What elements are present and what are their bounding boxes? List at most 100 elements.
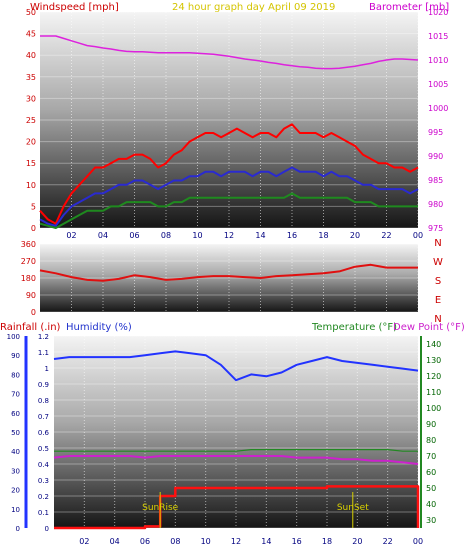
- y-tick-label: 180: [21, 274, 36, 283]
- series-line: [39, 166, 419, 227]
- humidity-axis-title: Humidity (%): [66, 322, 132, 333]
- rainfall-axis-title: Rainfall (.in): [0, 322, 61, 333]
- wind-panel-series: [39, 35, 419, 229]
- wind-panel-grid: [40, 11, 419, 229]
- x-tick-label: 12: [224, 231, 234, 240]
- series-line: [54, 485, 420, 530]
- humidity-tick-label: 50: [11, 429, 20, 437]
- humidity-tick-label: 0: [16, 525, 20, 533]
- y2-tick-label: 1010: [428, 56, 448, 65]
- x-tick-label: 04: [98, 231, 108, 240]
- temp-tick-label: 110: [426, 388, 441, 397]
- y-tick-label: 30: [26, 94, 36, 103]
- humidity-tick-label: 40: [11, 448, 20, 456]
- climate-panel-series: SunRise SunSet: [53, 350, 420, 530]
- direction-panel-series: [39, 263, 418, 282]
- rain-tick-label: 1: [45, 365, 49, 373]
- temp-tick-label: 30: [426, 516, 436, 525]
- rain-tick-label: 0.8: [38, 397, 49, 405]
- wind-panel-x-labels: 02 04 06 08 10 12 14 16 18 20 22 00: [66, 231, 423, 240]
- sun-marker-label: SunRise: [142, 503, 179, 513]
- y-tick-label: 0: [31, 224, 36, 233]
- humidity-tick-label: 90: [11, 352, 20, 360]
- x-tick-label: 10: [192, 231, 202, 240]
- rain-tick-label: 0.2: [38, 493, 49, 501]
- x-tick-label: 02: [66, 231, 76, 240]
- x-tick-label: 02: [79, 537, 89, 546]
- rain-tick-label: 0: [45, 525, 49, 533]
- humidity-tick-label: 60: [11, 410, 20, 418]
- y2-tick-label: 990: [428, 152, 443, 161]
- y-tick-label: 15: [26, 159, 36, 168]
- sun-marker-label: SunSet: [337, 503, 369, 513]
- x-tick-label: 00: [413, 231, 423, 240]
- compass-label: S: [435, 276, 441, 287]
- series-line: [53, 455, 419, 465]
- rain-tick-label: 0.5: [38, 445, 49, 453]
- temp-tick-label: 80: [426, 436, 436, 445]
- rain-tick-label: 1.1: [38, 349, 49, 357]
- x-tick-label: 06: [140, 537, 150, 546]
- climate-panel-x-labels: 02 04 06 08 10 12 14 16 18 20 22 00: [79, 537, 423, 546]
- y2-tick-label: 995: [428, 128, 443, 137]
- humidity-tick-label: 100: [7, 333, 20, 341]
- climate-panel-grid: [54, 335, 419, 529]
- series-line: [40, 35, 419, 70]
- temp-tick-label: 40: [426, 500, 436, 509]
- y2-tick-label: 1005: [428, 80, 448, 89]
- y2-tick-label: 975: [428, 224, 443, 233]
- y2-tick-label: 1000: [428, 104, 448, 113]
- y-tick-label: 10: [26, 181, 36, 190]
- y-tick-label: 50: [26, 8, 36, 17]
- humidity-tick-label: 30: [11, 467, 20, 475]
- x-tick-label: 20: [352, 537, 362, 546]
- temp-tick-label: 120: [426, 372, 441, 381]
- x-tick-label: 04: [110, 537, 120, 546]
- x-tick-label: 14: [255, 231, 265, 240]
- y-tick-label: 5: [31, 202, 36, 211]
- y-tick-label: 90: [26, 291, 36, 300]
- temp-tick-label: 100: [426, 404, 441, 413]
- y-tick-label: 270: [21, 257, 36, 266]
- y-tick-label: 20: [26, 138, 36, 147]
- temp-tick-label: 90: [426, 420, 436, 429]
- compass-label: W: [433, 257, 443, 268]
- x-tick-label: 06: [129, 231, 139, 240]
- y-tick-label: 45: [26, 30, 36, 39]
- x-tick-label: 14: [261, 537, 271, 546]
- barometer-axis-labels: 975 980 985 990 995 1000 1005 1010 1015 1020: [428, 8, 448, 233]
- x-tick-label: 16: [292, 537, 302, 546]
- rain-tick-label: 0.4: [38, 461, 50, 469]
- y2-tick-label: 1015: [428, 32, 448, 41]
- y2-tick-label: 985: [428, 176, 443, 185]
- x-tick-label: 16: [287, 231, 297, 240]
- series-line: [39, 123, 419, 225]
- y-tick-label: 35: [26, 73, 36, 82]
- compass-label: N: [434, 314, 441, 325]
- humidity-tick-label: 70: [11, 391, 20, 399]
- rain-tick-label: 0.1: [38, 509, 49, 517]
- humidity-tick-label: 20: [11, 487, 20, 495]
- dew-point-axis-title: Dew Point (°F): [393, 322, 465, 333]
- humidity-tick-label: 10: [11, 506, 20, 514]
- x-tick-label: 18: [318, 231, 328, 240]
- left-axis-title: Windspeed [mph]: [30, 2, 119, 13]
- series-line: [39, 192, 418, 229]
- x-tick-label: 12: [231, 537, 241, 546]
- compass-label: N: [434, 238, 441, 249]
- temp-tick-label: 50: [426, 484, 436, 493]
- x-tick-label: 08: [161, 231, 171, 240]
- series-line: [39, 263, 418, 282]
- x-tick-label: 10: [201, 537, 211, 546]
- temp-tick-label: 140: [426, 340, 441, 349]
- direction-axis-labels: 0 90 180 270 360: [21, 240, 36, 317]
- x-tick-label: 20: [350, 231, 360, 240]
- temp-tick-label: 70: [426, 452, 436, 461]
- y-tick-label: 40: [26, 51, 36, 60]
- x-tick-label: 08: [170, 537, 180, 546]
- x-tick-label: 18: [322, 537, 332, 546]
- temperature-axis-title: Temperature (°F): [311, 322, 397, 333]
- compass-label: E: [435, 295, 441, 306]
- y-tick-label: 25: [26, 116, 36, 125]
